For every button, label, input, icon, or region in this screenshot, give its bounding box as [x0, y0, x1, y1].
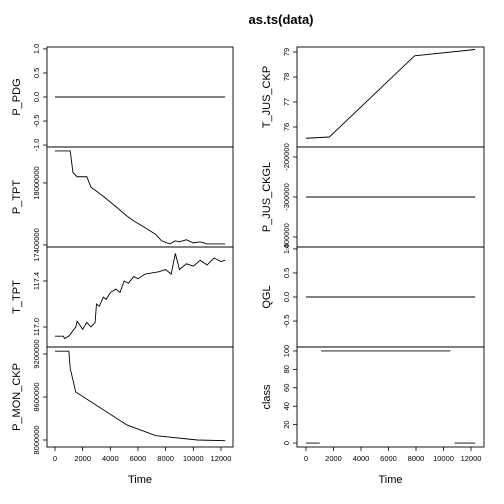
y-tick-label: 78 — [282, 73, 291, 81]
x-tick-label: 6000 — [130, 454, 147, 463]
y-tick-label: 0 — [282, 441, 291, 445]
y-tick-label: 40 — [282, 402, 291, 410]
x-tick-label: 6000 — [380, 454, 397, 463]
y-tick-label: 100 — [282, 345, 291, 358]
series-line — [54, 253, 226, 340]
y-axis-label: P_MON_CKP — [11, 363, 23, 431]
x-tick-label: 10000 — [433, 454, 454, 463]
y-axis-label: P_PDG — [11, 78, 23, 115]
x-axis-label: Time — [378, 474, 402, 486]
y-tick-label: 60 — [282, 384, 291, 392]
series-line — [305, 49, 476, 139]
y-tick-label: 76 — [282, 123, 291, 131]
y-axis-label: P_TPT — [11, 180, 23, 215]
y-tick-label: 0.5 — [282, 268, 291, 278]
panel-frame — [46, 246, 234, 348]
y-tick-label: 1.0 — [282, 244, 291, 254]
y-tick-label: 1.0 — [32, 44, 41, 54]
x-tick-label: 12000 — [461, 454, 482, 463]
x-tick-label: 0 — [53, 454, 57, 463]
x-tick-label: 8000 — [157, 454, 174, 463]
y-tick-label: 0.5 — [32, 68, 41, 78]
x-tick-label: 2000 — [74, 454, 91, 463]
x-tick-label: 8000 — [408, 454, 425, 463]
y-tick-label: 20 — [282, 420, 291, 428]
panel-frame — [296, 46, 485, 148]
y-tick-label: -0.5 — [282, 315, 291, 328]
panel-frame — [46, 346, 234, 448]
y-axis-label: T_JUS_CKP — [261, 66, 273, 128]
y-tick-label: 8600000 — [32, 382, 41, 411]
y-tick-label: 9200000 — [32, 339, 41, 368]
y-tick-label: 8000000 — [32, 425, 41, 454]
y-tick-label: 0.0 — [32, 92, 41, 102]
x-tick-label: 0 — [304, 454, 308, 463]
x-tick-label: 4000 — [353, 454, 370, 463]
y-tick-label: -0.5 — [32, 115, 41, 128]
y-tick-label: -300000 — [282, 183, 291, 211]
x-tick-label: 2000 — [325, 454, 342, 463]
x-tick-label: 4000 — [102, 454, 119, 463]
y-tick-label: 18000000 — [32, 166, 41, 199]
y-tick-label: -1.0 — [32, 139, 41, 152]
chart-title: as.ts(data) — [248, 12, 313, 27]
panel-frame — [46, 146, 234, 248]
y-tick-label: 80 — [282, 365, 291, 373]
series-line — [54, 150, 226, 245]
y-axis-label: QGL — [261, 285, 273, 308]
x-axis-label: Time — [128, 474, 152, 486]
y-tick-label: 77 — [282, 98, 291, 106]
y-tick-label: 79 — [282, 48, 291, 56]
x-tick-label: 12000 — [211, 454, 232, 463]
y-axis-label: P_JUS_CKGL — [261, 162, 273, 232]
y-axis-label: class — [261, 384, 273, 410]
y-tick-label: 117.4 — [32, 272, 41, 290]
y-tick-label: -200000 — [282, 143, 291, 171]
y-tick-label: -400000 — [282, 223, 291, 251]
x-tick-label: 10000 — [183, 454, 204, 463]
y-tick-label: 0.0 — [282, 292, 291, 302]
series-line — [54, 350, 226, 442]
y-axis-label: T_TPT — [11, 280, 23, 314]
y-tick-label: 117.0 — [32, 318, 41, 336]
y-tick-label: 17400000 — [32, 228, 41, 261]
panel-frame — [296, 346, 485, 448]
series-line — [306, 350, 476, 444]
